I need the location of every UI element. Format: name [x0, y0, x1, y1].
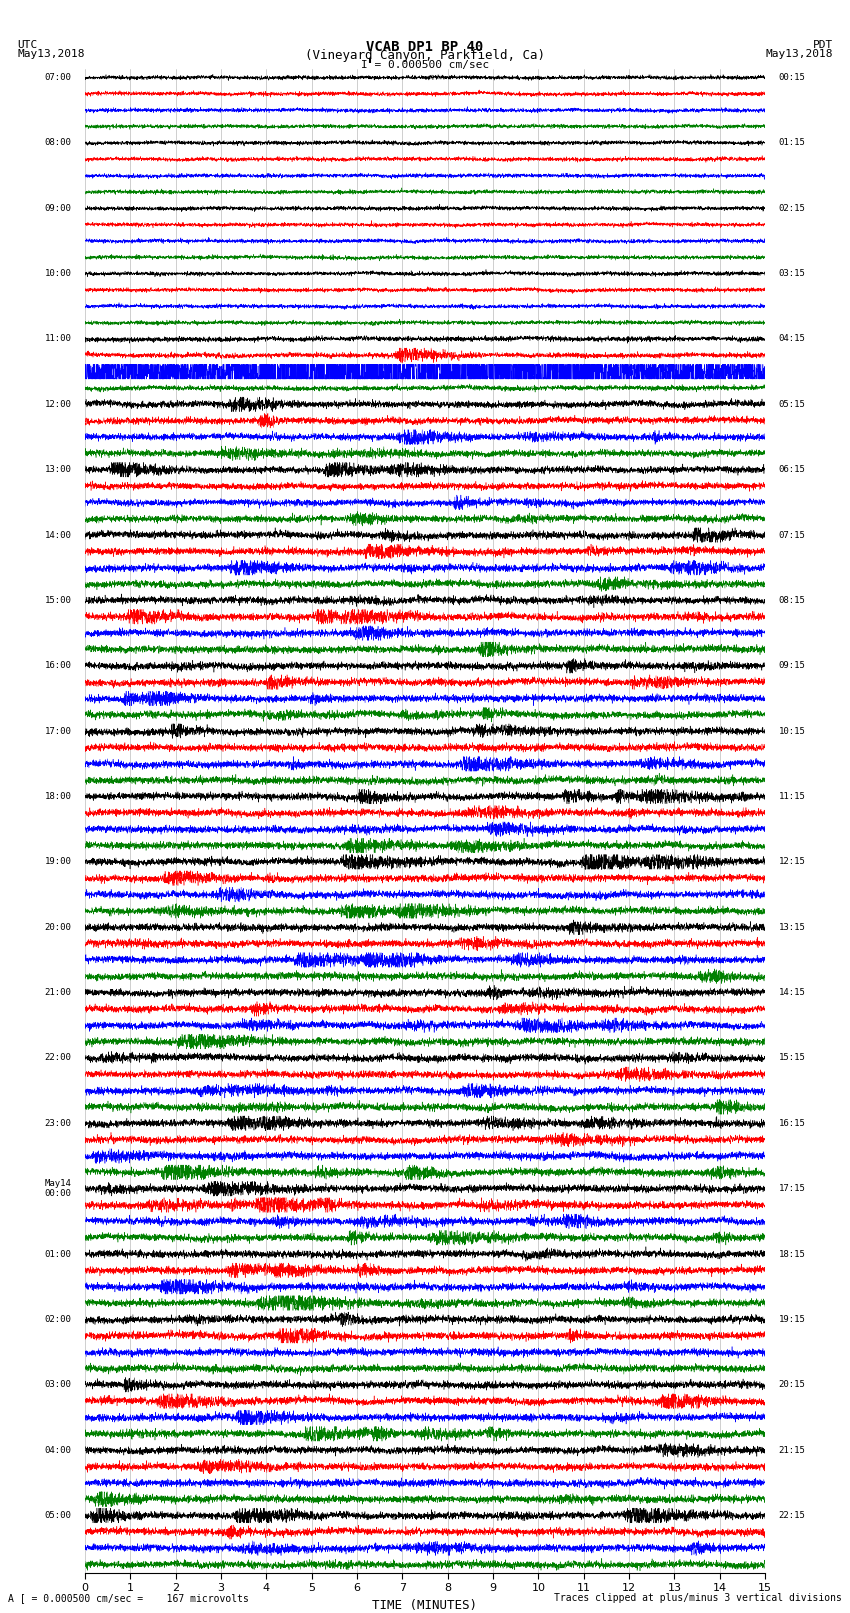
Text: 14:00: 14:00	[44, 531, 71, 540]
Text: 15:15: 15:15	[779, 1053, 806, 1063]
Text: PDT: PDT	[813, 39, 833, 50]
Text: 09:00: 09:00	[44, 203, 71, 213]
Text: 05:15: 05:15	[779, 400, 806, 408]
Text: Traces clipped at plus/minus 3 vertical divisions: Traces clipped at plus/minus 3 vertical …	[553, 1594, 842, 1603]
Text: 01:15: 01:15	[779, 139, 806, 147]
Text: 04:15: 04:15	[779, 334, 806, 344]
Text: 17:00: 17:00	[44, 726, 71, 736]
Text: 08:15: 08:15	[779, 595, 806, 605]
Text: (Vineyard Canyon, Parkfield, Ca): (Vineyard Canyon, Parkfield, Ca)	[305, 50, 545, 63]
Text: 19:00: 19:00	[44, 858, 71, 866]
Text: 09:15: 09:15	[779, 661, 806, 671]
Text: 22:00: 22:00	[44, 1053, 71, 1063]
Text: 16:15: 16:15	[779, 1119, 806, 1127]
Text: May13,2018: May13,2018	[17, 50, 84, 60]
Text: 14:15: 14:15	[779, 989, 806, 997]
Text: 19:15: 19:15	[779, 1315, 806, 1324]
Text: 11:00: 11:00	[44, 334, 71, 344]
Text: 22:15: 22:15	[779, 1511, 806, 1519]
Text: 02:00: 02:00	[44, 1315, 71, 1324]
Text: 03:00: 03:00	[44, 1381, 71, 1389]
Text: 13:00: 13:00	[44, 465, 71, 474]
Text: 18:00: 18:00	[44, 792, 71, 802]
Text: 18:15: 18:15	[779, 1250, 806, 1258]
Text: 03:15: 03:15	[779, 269, 806, 277]
Text: 11:15: 11:15	[779, 792, 806, 802]
Text: 12:15: 12:15	[779, 858, 806, 866]
Text: 13:15: 13:15	[779, 923, 806, 932]
Text: 02:15: 02:15	[779, 203, 806, 213]
Text: May13,2018: May13,2018	[766, 50, 833, 60]
Text: VCAB DP1 BP 40: VCAB DP1 BP 40	[366, 39, 484, 53]
Text: 23:00: 23:00	[44, 1119, 71, 1127]
Text: I = 0.000500 cm/sec: I = 0.000500 cm/sec	[361, 60, 489, 71]
Text: 12:00: 12:00	[44, 400, 71, 408]
Text: 07:00: 07:00	[44, 73, 71, 82]
Text: 10:15: 10:15	[779, 726, 806, 736]
Text: 20:00: 20:00	[44, 923, 71, 932]
Text: 20:15: 20:15	[779, 1381, 806, 1389]
Text: 16:00: 16:00	[44, 661, 71, 671]
Text: 07:15: 07:15	[779, 531, 806, 540]
Text: UTC: UTC	[17, 39, 37, 50]
Text: 21:15: 21:15	[779, 1445, 806, 1455]
X-axis label: TIME (MINUTES): TIME (MINUTES)	[372, 1598, 478, 1611]
Text: 08:00: 08:00	[44, 139, 71, 147]
Text: A [ = 0.000500 cm/sec =    167 microvolts: A [ = 0.000500 cm/sec = 167 microvolts	[8, 1594, 249, 1603]
Text: May14
00:00: May14 00:00	[44, 1179, 71, 1198]
Text: 01:00: 01:00	[44, 1250, 71, 1258]
Text: 21:00: 21:00	[44, 989, 71, 997]
Text: 15:00: 15:00	[44, 595, 71, 605]
Text: 00:15: 00:15	[779, 73, 806, 82]
Text: 06:15: 06:15	[779, 465, 806, 474]
Text: 10:00: 10:00	[44, 269, 71, 277]
Text: 17:15: 17:15	[779, 1184, 806, 1194]
Text: 04:00: 04:00	[44, 1445, 71, 1455]
Text: 05:00: 05:00	[44, 1511, 71, 1519]
